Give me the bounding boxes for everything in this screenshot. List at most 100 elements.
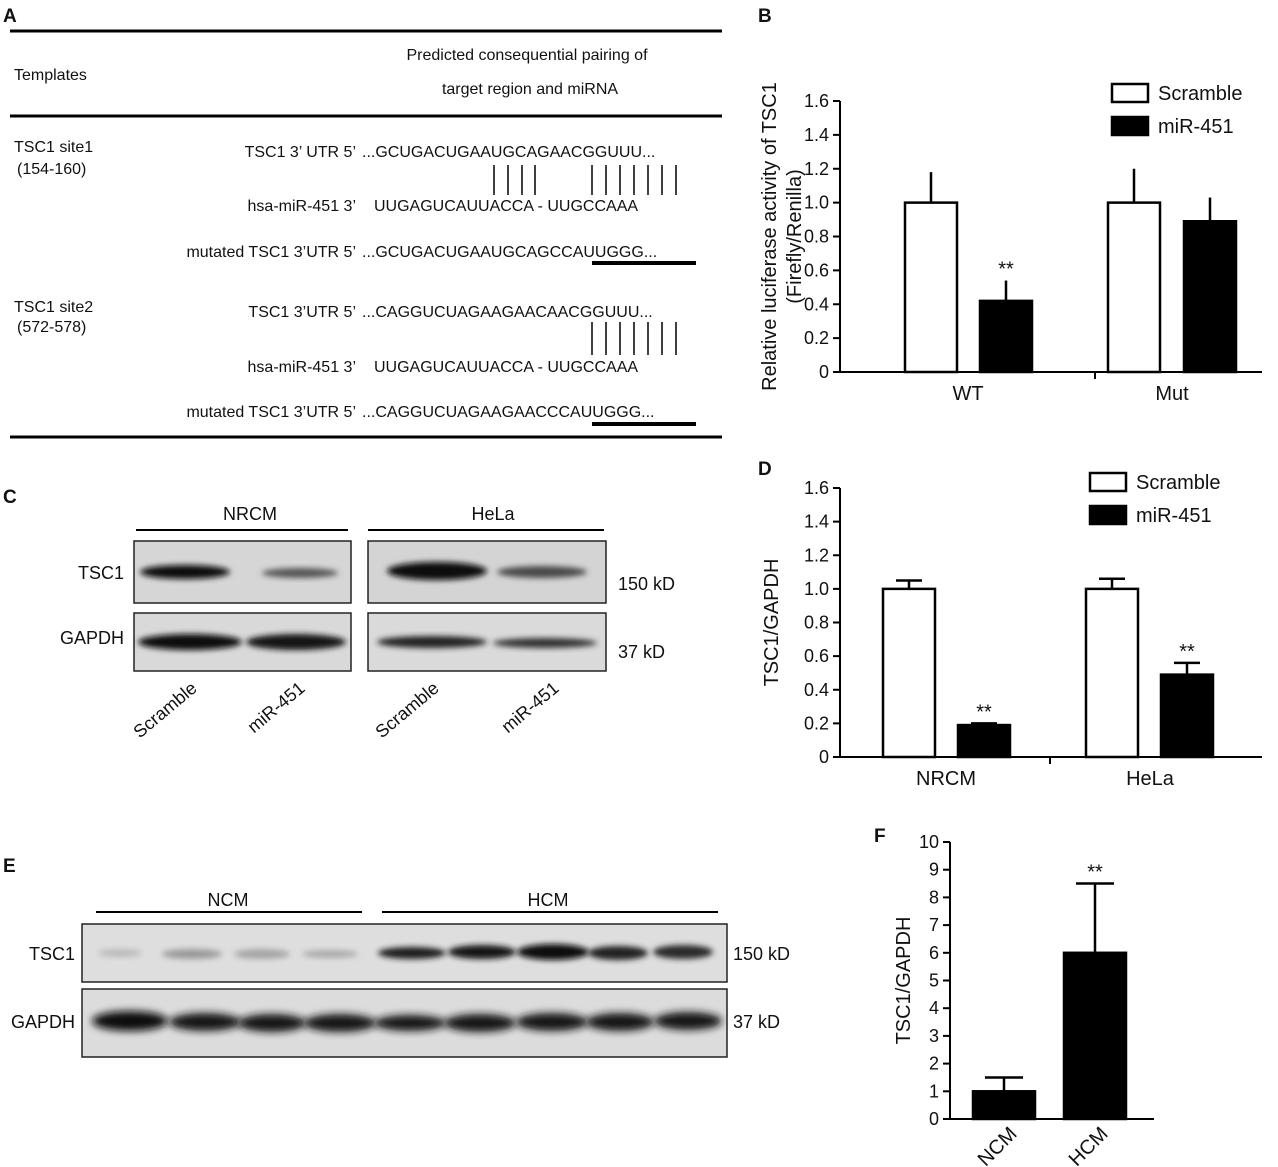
panel-label-c: C (3, 487, 17, 508)
panel-c: C NRCM HeLa TSC1 GAPDH 150 kD 37 kD Scra… (3, 487, 675, 742)
panel-a: A Templates Predicted consequential pair… (3, 6, 722, 439)
row-label-site1-mirna: hsa-miR-451 3’ (248, 198, 356, 215)
site1-range: (154-160) (17, 161, 86, 178)
blot-e-gapdh-bands (92, 1011, 722, 1032)
panel-label-d: D (758, 459, 772, 480)
header-templates: Templates (14, 67, 87, 84)
y-tick-label: 2 (929, 1054, 939, 1074)
x-tick-label: NRCM (916, 768, 976, 790)
y-tick-label: 5 (929, 971, 939, 991)
y-tick-label: 1.2 (804, 545, 829, 565)
y-axis-label: TSC1/GAPDH (893, 917, 915, 1045)
y-tick-label: 1.0 (804, 579, 829, 599)
bar (1062, 951, 1128, 1121)
y-tick-label: 4 (929, 998, 939, 1018)
y-tick-label: 0.8 (804, 227, 829, 247)
y-axis-label: (Firefly/Renilla) (784, 169, 806, 303)
y-tick-label: 10 (919, 832, 939, 852)
site1-pairing-lines (493, 165, 677, 195)
panel-label-e: E (3, 856, 16, 877)
y-tick-label: 0.2 (804, 328, 829, 348)
y-tick-label: 6 (929, 943, 939, 963)
x-tick-label: NCM (974, 1123, 1022, 1167)
row-seq-site2-utr: ...CAGGUCUAGAAGAACAACGGUUU... (362, 304, 653, 321)
y-tick-label: 3 (929, 1026, 939, 1046)
header-pairing-line2: target region and miRNA (442, 81, 618, 98)
panel-f-chart: F 0 1 2 3 4 5 6 7 8 9 10 TSC1/GAPDH ** NCM HCM (874, 826, 1154, 1167)
bar (971, 1090, 1037, 1121)
panel-e: E NCM HCM TSC1 (3, 856, 790, 1058)
blot-c-row-tsc1: TSC1 (78, 563, 124, 583)
row-label-site2-mutated: mutated TSC1 3’UTR 5’ (186, 404, 356, 421)
legend-swatch (1088, 504, 1128, 526)
significance-label: ** (1087, 862, 1103, 884)
row-seq-site1-utr: ...GCUGACUGAAUGCAGAACGGUUU... (362, 144, 655, 161)
panel-label-f: F (874, 826, 886, 847)
significance-label: ** (976, 701, 992, 723)
bar (956, 723, 1012, 759)
blot-c-kd-150: 150 kD (618, 574, 675, 594)
blot-c-lane-label: miR-451 (244, 678, 309, 737)
blot-c-group-hela: HeLa (471, 504, 515, 524)
y-tick-label: 1.4 (804, 125, 829, 145)
site2-pairing-lines (591, 322, 677, 355)
y-tick-label: 0.2 (804, 713, 829, 733)
blot-e-group-hcm: HCM (528, 890, 569, 910)
y-tick-label: 1.0 (804, 193, 829, 213)
panel-label-a: A (3, 6, 17, 27)
row-label-site1-utr: TSC1 3’ UTR 5’ (245, 144, 356, 161)
y-tick-label: 1.4 (804, 512, 829, 532)
row-label-site2-utr: TSC1 3’UTR 5’ (248, 304, 356, 321)
legend-swatch (1110, 115, 1150, 137)
row-seq-site1-mirna: UUGAGUCAUUACCA - UUGCCAAA (374, 198, 638, 215)
y-tick-label: 8 (929, 887, 939, 907)
bar (1159, 673, 1215, 759)
bar (903, 201, 959, 374)
y-tick-label: 0 (819, 362, 829, 382)
blot-e-kd-150: 150 kD (733, 944, 790, 964)
y-tick-label: 0 (929, 1109, 939, 1129)
bar (1084, 587, 1140, 759)
blot-c-row-gapdh: GAPDH (60, 628, 124, 648)
y-tick-label: 7 (929, 915, 939, 935)
y-tick-label: 1 (929, 1081, 939, 1101)
row-seq-site2-mirna: UUGAGUCAUUACCA - UUGCCAAA (374, 359, 638, 376)
y-tick-label: 0.8 (804, 613, 829, 633)
panel-b-chart: B 0 0.2 0.4 0.6 0.8 1.0 1.2 1.4 1.6 Relative luci… (758, 6, 1262, 405)
blot-c-band (497, 566, 587, 578)
blot-c-band (377, 636, 487, 648)
significance-label: ** (998, 259, 1014, 281)
blot-c-band (140, 565, 230, 579)
blot-c-lane-label: Scramble (371, 678, 442, 742)
x-tick-label: HeLa (1126, 768, 1175, 790)
row-seq-site2-mutated: ...CAGGUCUAGAAGAACCCAUUGGG... (362, 404, 654, 421)
significance-label: ** (1179, 641, 1195, 663)
blot-c-kd-37: 37 kD (618, 642, 665, 662)
blot-e-kd-37: 37 kD (733, 1012, 780, 1032)
y-axis-label: Relative luciferase activity of TSC1 (759, 82, 781, 391)
legend-swatch (1088, 471, 1128, 493)
site2-range: (572-578) (17, 319, 86, 336)
panel-label-b: B (758, 6, 772, 27)
blot-c-band (493, 638, 597, 648)
row-label-site2-mirna: hsa-miR-451 3’ (248, 359, 356, 376)
x-tick-label: WT (952, 383, 983, 405)
blot-e-group-ncm: NCM (208, 890, 249, 910)
blot-c-lane-label: Scramble (129, 678, 200, 742)
site2-name: TSC1 site2 (14, 299, 93, 316)
site1-name: TSC1 site1 (14, 139, 93, 156)
y-tick-label: 0.4 (804, 680, 829, 700)
y-tick-label: 0 (819, 747, 829, 767)
blot-c-lane-label: miR-451 (498, 678, 563, 737)
blot-c-band (138, 634, 242, 650)
legend-label: miR-451 (1136, 505, 1212, 527)
header-pairing-line1: Predicted consequential pairing of (406, 47, 648, 64)
legend-swatch (1110, 82, 1150, 104)
row-label-site1-mutated: mutated TSC1 3’UTR 5’ (186, 244, 356, 261)
y-tick-label: 0.6 (804, 646, 829, 666)
blot-c-group-nrcm: NRCM (223, 504, 277, 524)
y-tick-label: 0.4 (804, 294, 829, 314)
bar (978, 299, 1034, 374)
row-seq-site1-mutated: ...GCUGACUGAAUGCAGCCAUUGGG... (362, 244, 657, 261)
bar (1182, 220, 1238, 374)
